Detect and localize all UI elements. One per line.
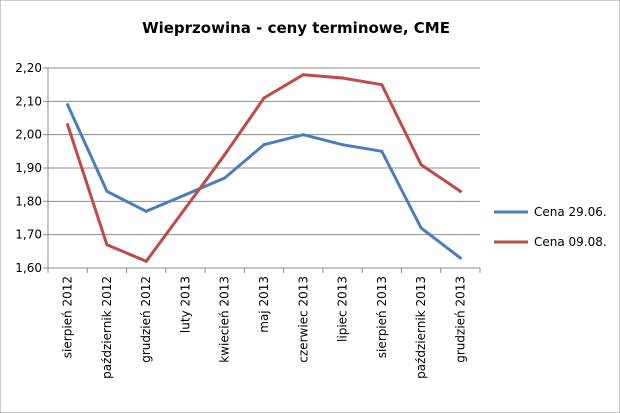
data-point bbox=[144, 209, 148, 213]
data-point bbox=[105, 189, 109, 193]
data-point bbox=[144, 259, 148, 263]
x-tick-label: czerwiec 2013 bbox=[296, 276, 310, 363]
chart-title: Wieprzowina - ceny terminowe, CME bbox=[142, 19, 450, 37]
x-axis-ticks: sierpień 2012 październik 2012 grudzień 20… bbox=[61, 276, 468, 379]
y-tick-label: 1,80 bbox=[15, 194, 42, 208]
y-tick-label: 1,90 bbox=[15, 161, 42, 175]
data-point bbox=[66, 103, 70, 107]
data-point bbox=[223, 176, 227, 180]
x-tick-label: lipiec 2013 bbox=[336, 276, 350, 342]
data-point bbox=[341, 143, 345, 147]
x-tick-label: sierpień 2013 bbox=[375, 276, 389, 358]
data-point bbox=[183, 206, 187, 210]
x-tick-label: grudzień 2013 bbox=[453, 276, 467, 363]
x-tick-label: maj 2013 bbox=[257, 276, 271, 333]
data-point bbox=[66, 123, 70, 127]
data-point bbox=[301, 133, 305, 137]
data-point bbox=[262, 96, 266, 100]
x-tick-label: październik 2013 bbox=[414, 276, 428, 379]
data-point bbox=[341, 76, 345, 80]
x-tick-label: luty 2013 bbox=[178, 276, 192, 333]
data-point bbox=[458, 256, 462, 260]
data-point bbox=[380, 83, 384, 87]
data-point bbox=[419, 163, 423, 167]
x-tick-label: grudzień 2012 bbox=[139, 276, 153, 363]
data-point bbox=[223, 153, 227, 157]
y-tick-label: 2,00 bbox=[15, 128, 42, 142]
legend-label-2: Cena 09.08. bbox=[534, 235, 607, 249]
data-point bbox=[419, 226, 423, 230]
data-point bbox=[262, 143, 266, 147]
y-tick-label: 1,70 bbox=[15, 228, 42, 242]
x-tick-label: kwiecień 2013 bbox=[218, 276, 232, 363]
data-point bbox=[105, 243, 109, 247]
x-tick-label: październik 2012 bbox=[100, 276, 114, 379]
data-point bbox=[183, 193, 187, 197]
axes bbox=[43, 67, 481, 273]
data-point bbox=[380, 149, 384, 153]
y-tick-label: 2,20 bbox=[15, 61, 42, 75]
legend-label-1: Cena 29.06. bbox=[534, 205, 607, 219]
data-point bbox=[301, 73, 305, 77]
x-tick-label: sierpień 2012 bbox=[61, 276, 75, 358]
series-lines bbox=[66, 73, 462, 263]
y-axis-ticks: 1,60 1,70 1,80 1,90 2,00 2,10 2,20 bbox=[15, 61, 42, 275]
y-tick-label: 1,60 bbox=[15, 261, 42, 275]
data-point bbox=[458, 189, 462, 193]
legend: Cena 29.06. Cena 09.08. bbox=[494, 205, 607, 249]
y-tick-label: 2,10 bbox=[15, 94, 42, 108]
